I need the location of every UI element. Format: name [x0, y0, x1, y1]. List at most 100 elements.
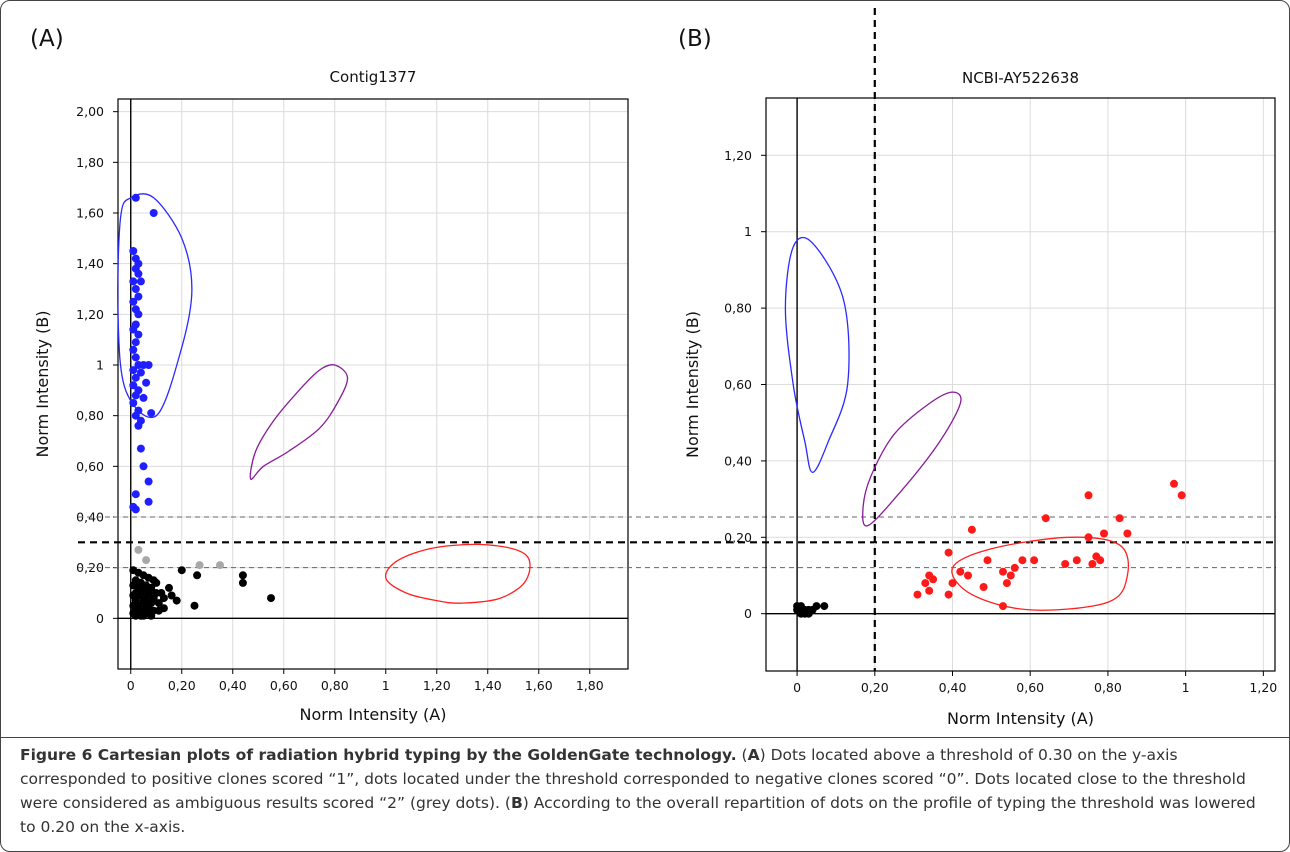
x-tick-label-a: 0,40: [219, 678, 247, 693]
data-point-black: [159, 604, 168, 613]
plot-frame-a: [117, 98, 629, 670]
data-point-grey: [134, 545, 143, 554]
data-point-red: [956, 567, 965, 576]
caption-separator: [0, 737, 1289, 738]
data-point-red: [1072, 556, 1081, 565]
data-point-red: [964, 571, 972, 580]
series-grey-a: [134, 545, 224, 570]
x-tick-label-a: 1,60: [525, 678, 553, 693]
data-point-blue: [131, 373, 140, 382]
data-point-red: [1002, 579, 1011, 588]
cluster-ellipse-purple-a: [249, 363, 349, 481]
data-point-blue: [131, 391, 140, 400]
x-tick-label-a: 1,20: [423, 678, 451, 693]
data-point-blue: [131, 338, 140, 347]
data-point-black: [172, 596, 181, 605]
data-point-blue: [147, 409, 156, 418]
x-tick-label-b: 1,20: [1249, 680, 1277, 695]
data-point-blue: [134, 421, 143, 430]
data-point-grey: [142, 556, 151, 565]
x-tick-label-b: 0,80: [1094, 680, 1122, 695]
series-red-b: [913, 479, 1186, 611]
data-point-black: [804, 609, 813, 618]
cluster-ellipse-red-b: [951, 536, 1129, 611]
data-point-blue: [131, 353, 140, 362]
y-tick-label-a: 1,20: [76, 307, 104, 322]
data-point-black: [267, 594, 275, 603]
data-point-red: [1096, 556, 1105, 565]
data-point-red: [999, 602, 1007, 611]
data-point-black: [177, 566, 186, 575]
y-tick-label-b: 1,20: [724, 148, 752, 163]
y-tick-label-a: 1,60: [76, 206, 104, 221]
data-point-blue: [134, 269, 143, 278]
data-point-blue: [131, 505, 140, 514]
data-point-blue: [129, 366, 138, 375]
data-point-blue: [134, 292, 143, 301]
y-tick-label-a: 0,60: [76, 459, 104, 474]
data-point-blue: [129, 297, 138, 306]
data-point-black: [190, 601, 199, 610]
data-point-red: [921, 579, 930, 588]
data-point-black: [238, 578, 247, 587]
data-point-grey: [216, 561, 224, 570]
x-tick-label-b: 0,60: [1016, 680, 1044, 695]
x-axis-label-a: Norm Intensity (A): [300, 705, 447, 724]
cluster-ellipse-red-a: [384, 543, 531, 604]
data-point-blue: [144, 497, 153, 506]
panel-label-a: (A): [30, 26, 64, 52]
data-point-red: [925, 571, 934, 580]
y-tick-label-a: 2,00: [76, 104, 104, 119]
data-point-blue: [136, 444, 145, 453]
y-tick-label-b: 0,80: [724, 301, 752, 316]
data-point-black: [147, 611, 156, 620]
data-point-black: [154, 599, 163, 608]
x-tick-label-a: 0: [127, 678, 135, 693]
data-point-red: [1018, 556, 1027, 565]
data-point-black: [167, 591, 176, 600]
y-axis-label-b: Norm Intensity (B): [683, 311, 702, 458]
caption-ref-a-open: (: [741, 746, 748, 764]
chart-title-a: Contig1377: [330, 68, 417, 86]
chart-title-b: NCBI-AY522638: [962, 69, 1079, 87]
y-tick-label-b: 0,60: [724, 377, 752, 392]
x-tick-label-a: 1,80: [576, 678, 604, 693]
cluster-ellipse-blue-a: [117, 193, 193, 418]
data-point-blue: [144, 361, 153, 369]
data-point-black: [797, 602, 805, 611]
data-point-red: [967, 525, 976, 534]
data-point-blue: [131, 285, 140, 293]
caption-ref-b: B: [510, 794, 523, 812]
data-point-red: [944, 590, 953, 599]
data-point-red: [1084, 491, 1093, 500]
data-point-blue: [129, 399, 138, 407]
data-point-blue: [149, 209, 158, 217]
series-black-b: [793, 602, 829, 618]
data-point-red: [1115, 514, 1124, 523]
x-tick-label-b: 0,20: [861, 680, 889, 695]
data-point-black: [820, 602, 829, 611]
data-point-red: [983, 556, 992, 565]
data-point-blue: [142, 378, 151, 387]
data-point-blue: [129, 345, 138, 354]
data-point-black: [165, 583, 173, 592]
data-point-blue: [131, 490, 140, 499]
data-point-blue: [136, 368, 145, 377]
y-tick-label-a: 1: [96, 358, 104, 373]
y-tick-label-b: 0: [744, 606, 752, 621]
caption-ref-b-close: ): [522, 794, 529, 812]
data-point-blue: [131, 411, 140, 420]
caption-ref-b-open: (: [504, 794, 511, 812]
y-tick-label-b: 0,40: [724, 453, 752, 468]
x-axis-label-b: Norm Intensity (A): [947, 709, 1094, 728]
x-tick-label-a: 0,60: [270, 678, 298, 693]
data-point-red: [948, 579, 957, 588]
x-tick-label-b: 0,40: [939, 680, 967, 695]
data-point-red: [1041, 514, 1050, 523]
caption-title: Figure 6 Cartesian plots of radiation hy…: [20, 746, 737, 764]
data-point-black: [131, 611, 140, 620]
data-point-blue: [131, 193, 140, 202]
x-tick-label-b: 1: [1182, 680, 1190, 695]
x-tick-label-a: 1,40: [474, 678, 502, 693]
y-tick-label-a: 0: [96, 611, 104, 626]
